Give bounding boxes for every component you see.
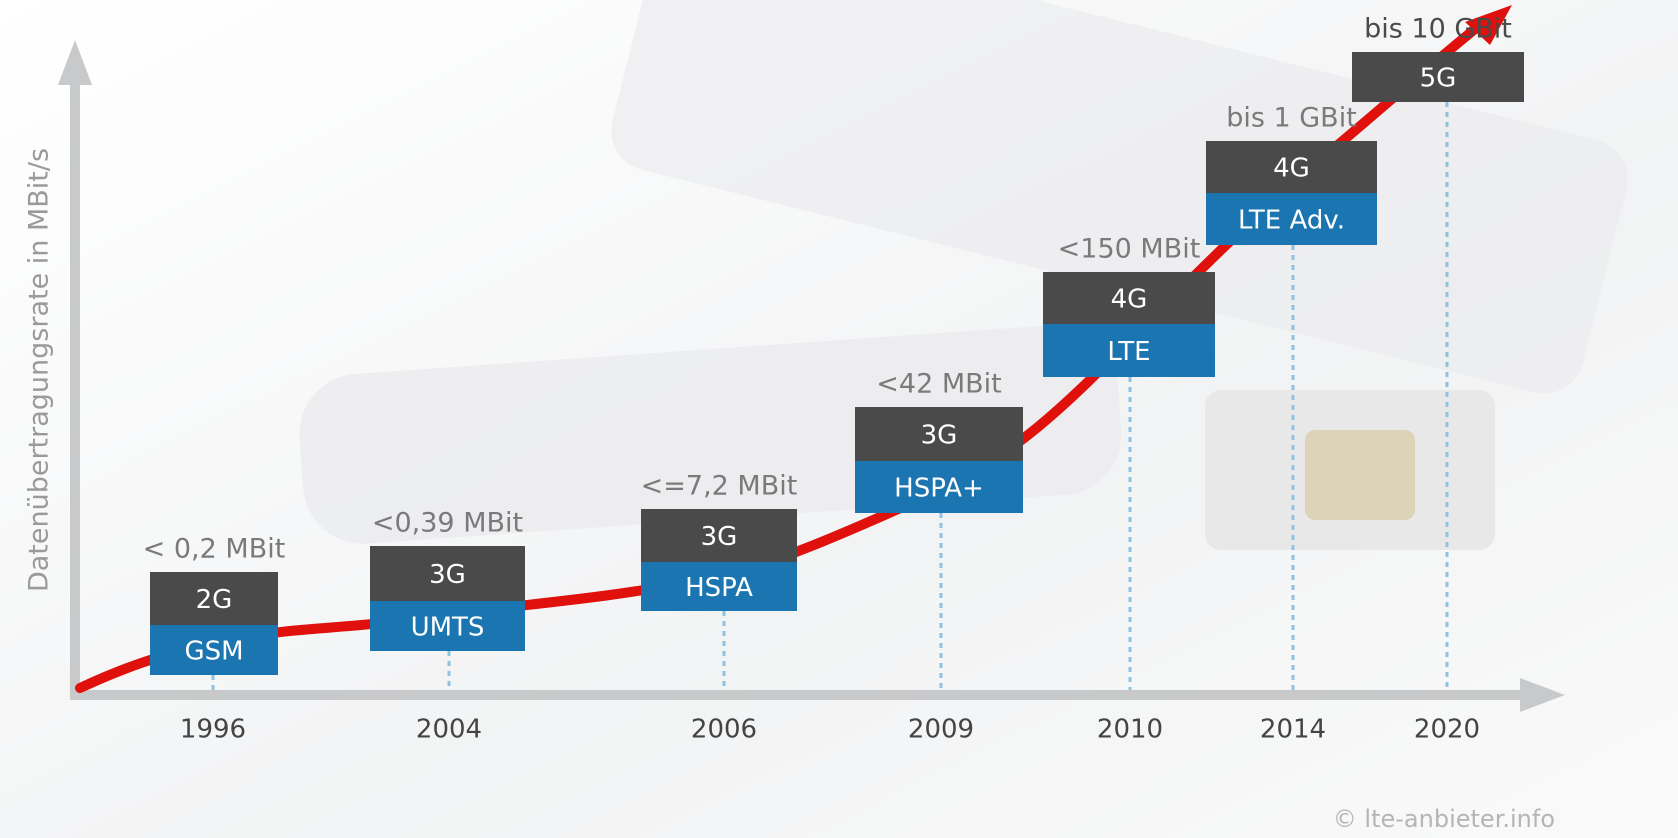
y-axis-label: Datenübertragungsrate in MBit/s xyxy=(24,148,55,592)
sim-chip xyxy=(1305,430,1415,520)
year: 2014 xyxy=(1260,715,1326,745)
year: 2010 xyxy=(1097,715,1163,745)
tech: HSPA xyxy=(685,573,753,603)
speed: < 0,2 MBit xyxy=(143,534,286,565)
speed: bis 10 GBit xyxy=(1364,14,1512,45)
year: 2009 xyxy=(908,715,974,745)
generation: 3G xyxy=(921,421,958,451)
speed: <150 MBit xyxy=(1058,234,1201,265)
speed: <=7,2 MBit xyxy=(641,471,798,502)
year: 2006 xyxy=(691,715,757,745)
speed: <0,39 MBit xyxy=(372,508,523,539)
generation: 5G xyxy=(1420,64,1457,94)
generation: 3G xyxy=(429,560,466,590)
copyright: © lte-anbieter.info xyxy=(1333,805,1555,833)
generation: 4G xyxy=(1111,285,1148,315)
speed: bis 1 GBit xyxy=(1226,103,1357,134)
tech: LTE xyxy=(1107,337,1150,367)
tech: UMTS xyxy=(411,613,485,643)
year: 2020 xyxy=(1414,715,1480,745)
year: 2004 xyxy=(416,715,482,745)
generation: 2G xyxy=(196,585,233,615)
generation: 3G xyxy=(701,522,738,552)
year: 1996 xyxy=(180,715,246,745)
infographic: Datenübertragungsrate in MBit/s © lte-an… xyxy=(0,0,1678,838)
tech: GSM xyxy=(184,637,243,667)
speed: <42 MBit xyxy=(876,369,1001,400)
tech: HSPA+ xyxy=(894,474,984,504)
generation: 4G xyxy=(1273,154,1310,184)
tech: LTE Adv. xyxy=(1238,206,1345,236)
